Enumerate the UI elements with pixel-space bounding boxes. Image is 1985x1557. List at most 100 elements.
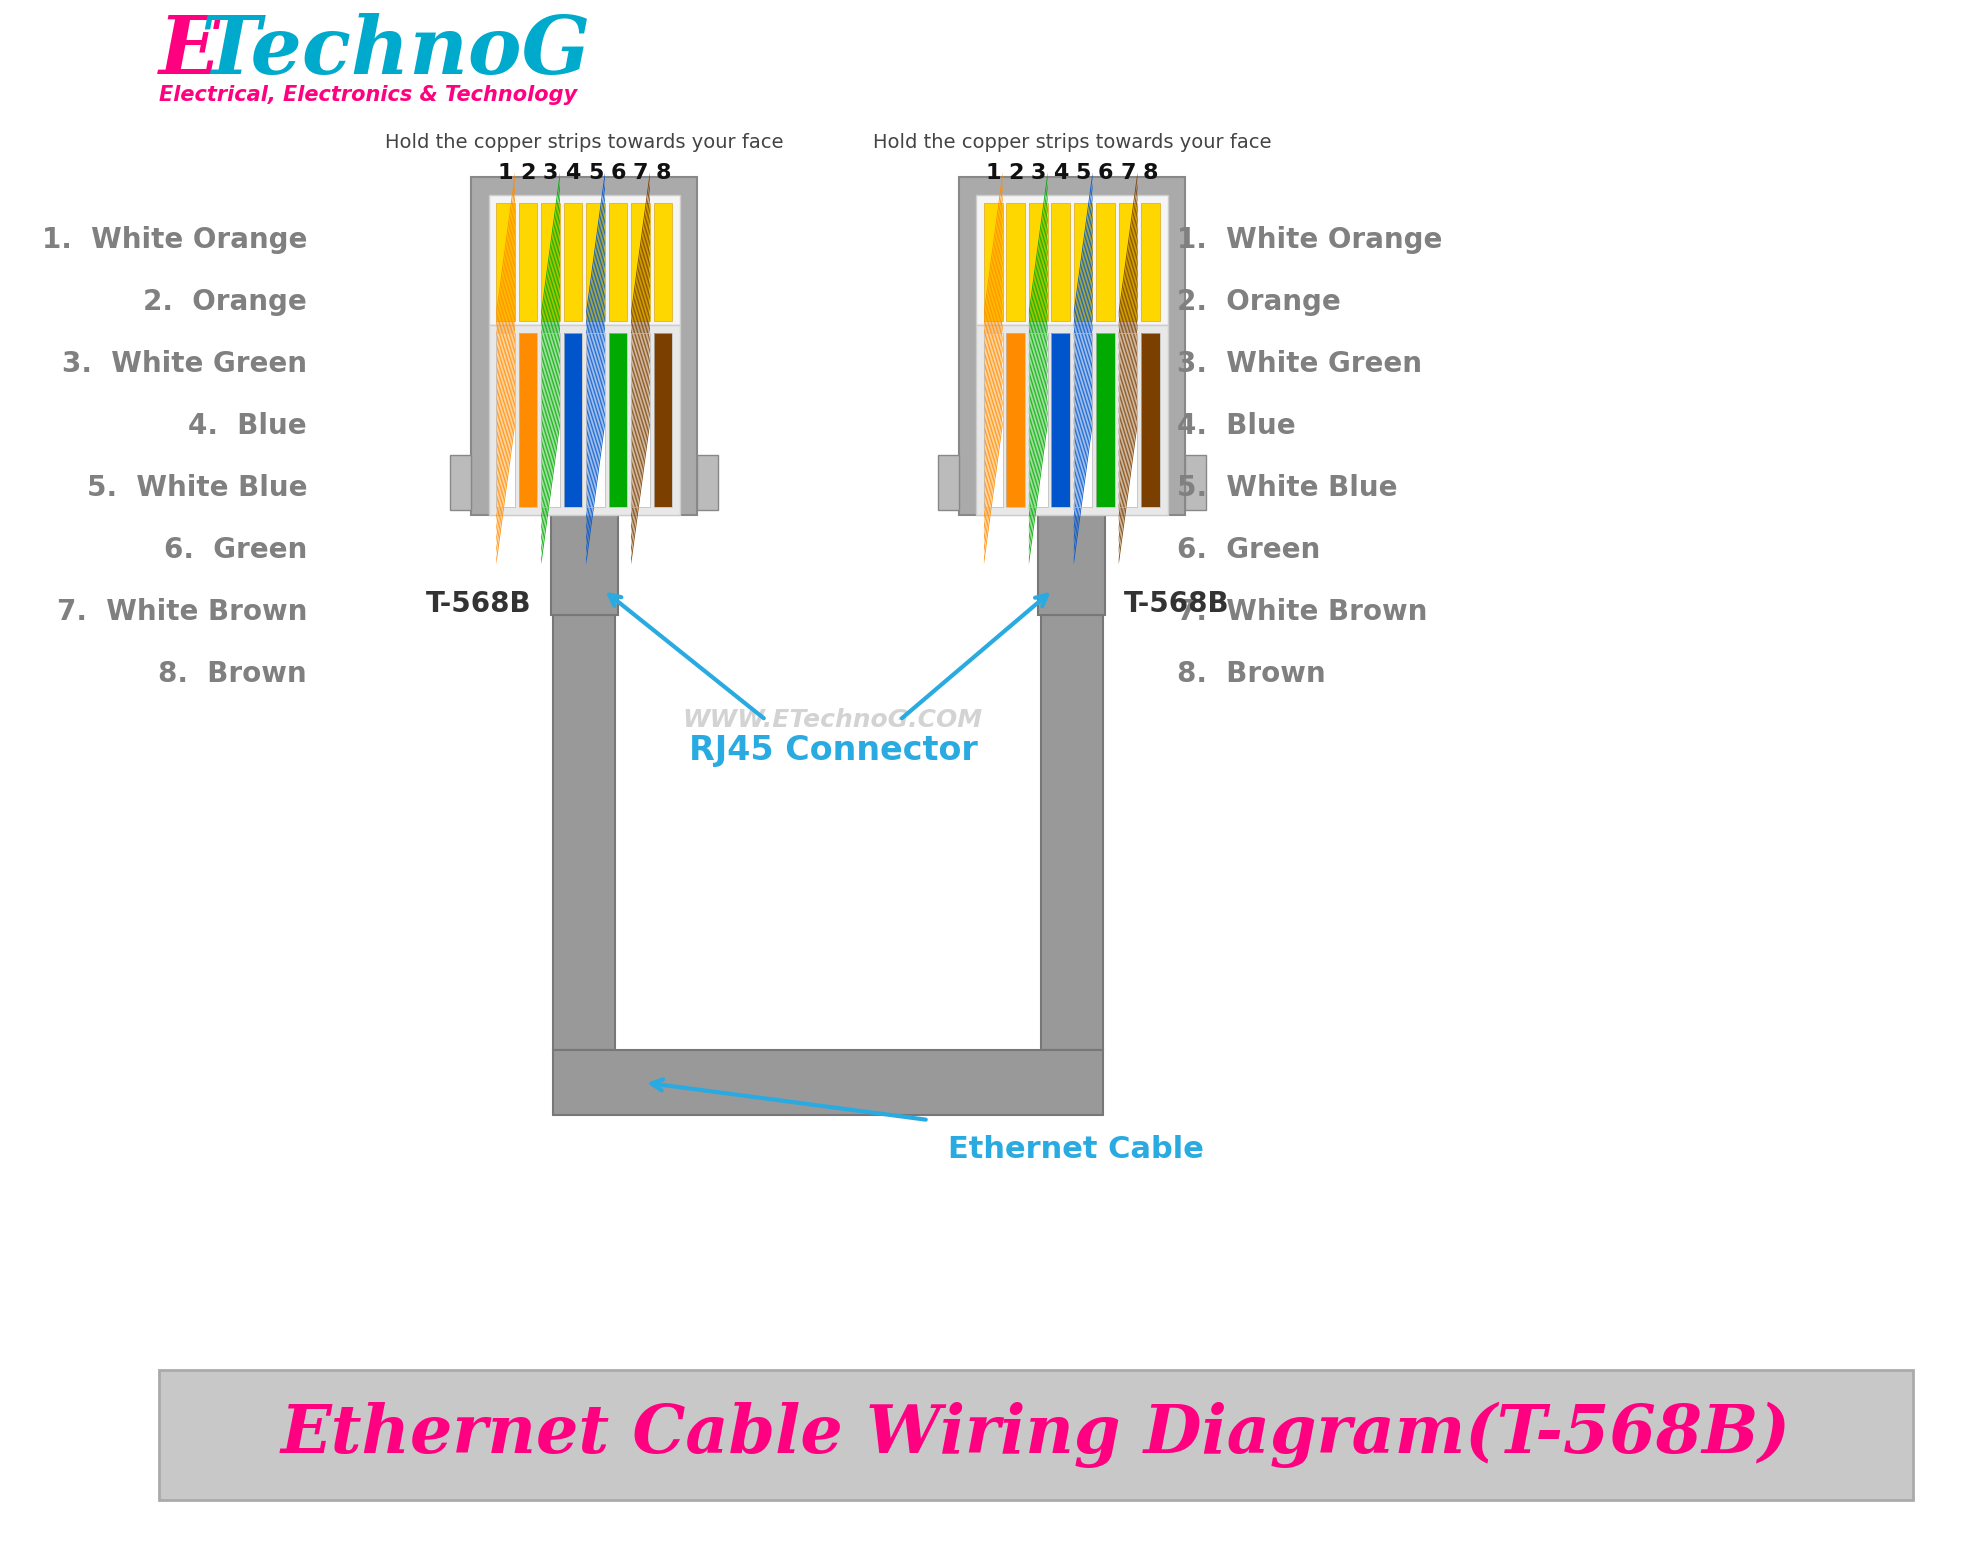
Polygon shape: [1028, 248, 1048, 392]
Polygon shape: [496, 193, 514, 339]
Bar: [1141, 333, 1159, 508]
Text: 7.  White Brown: 7. White Brown: [1177, 598, 1427, 626]
Bar: [1028, 333, 1048, 508]
Polygon shape: [586, 377, 605, 522]
Polygon shape: [631, 322, 649, 469]
Bar: [653, 202, 673, 321]
Bar: [554, 1049, 1104, 1115]
Polygon shape: [985, 322, 1002, 469]
Bar: [1074, 202, 1092, 321]
Polygon shape: [985, 366, 1002, 511]
Bar: [631, 202, 649, 321]
Bar: [609, 333, 627, 508]
Polygon shape: [1120, 366, 1137, 511]
Polygon shape: [985, 355, 1002, 500]
Bar: [609, 202, 627, 321]
Bar: [518, 333, 538, 508]
Text: 2.  Orange: 2. Orange: [1177, 288, 1340, 316]
Bar: [1120, 333, 1137, 508]
Polygon shape: [586, 237, 605, 381]
Bar: [985, 202, 1002, 321]
Text: 1.  White Orange: 1. White Orange: [42, 226, 308, 254]
Polygon shape: [542, 269, 560, 414]
Bar: [542, 202, 560, 321]
Polygon shape: [1074, 237, 1092, 381]
Polygon shape: [542, 290, 560, 436]
Polygon shape: [586, 311, 605, 458]
Polygon shape: [542, 258, 560, 403]
Polygon shape: [542, 344, 560, 489]
Polygon shape: [1028, 386, 1048, 532]
Polygon shape: [496, 301, 514, 447]
Polygon shape: [1028, 290, 1048, 436]
Polygon shape: [631, 248, 649, 392]
Polygon shape: [1120, 344, 1137, 489]
Text: Electrical, Electronics & Technology: Electrical, Electronics & Technology: [159, 86, 578, 104]
Polygon shape: [985, 184, 1002, 329]
Polygon shape: [542, 204, 560, 350]
Polygon shape: [496, 248, 514, 392]
Polygon shape: [631, 311, 649, 458]
Polygon shape: [631, 408, 649, 554]
Bar: [1074, 333, 1092, 508]
Polygon shape: [1120, 258, 1137, 403]
Polygon shape: [631, 226, 649, 372]
Text: WWW.ETechnoG.COM: WWW.ETechnoG.COM: [683, 708, 983, 732]
Polygon shape: [1028, 377, 1048, 522]
Bar: [1120, 333, 1137, 508]
Polygon shape: [1074, 248, 1092, 392]
Polygon shape: [542, 248, 560, 392]
Polygon shape: [985, 408, 1002, 554]
Polygon shape: [586, 258, 605, 403]
Text: 4: 4: [1052, 163, 1068, 184]
Polygon shape: [1120, 333, 1137, 478]
Polygon shape: [1074, 311, 1092, 458]
Bar: [554, 615, 615, 1049]
Polygon shape: [631, 355, 649, 500]
Bar: [1052, 333, 1070, 508]
Text: 7: 7: [633, 163, 649, 184]
Bar: [586, 202, 605, 321]
Polygon shape: [1028, 311, 1048, 458]
Bar: [564, 202, 582, 321]
Text: 6: 6: [1098, 163, 1114, 184]
Polygon shape: [631, 333, 649, 478]
Polygon shape: [586, 366, 605, 511]
Polygon shape: [1120, 184, 1137, 329]
Polygon shape: [985, 173, 1002, 318]
Polygon shape: [631, 397, 649, 543]
Text: 5: 5: [588, 163, 603, 184]
Polygon shape: [631, 204, 649, 350]
Polygon shape: [542, 366, 560, 511]
Polygon shape: [1074, 258, 1092, 403]
Text: 1: 1: [498, 163, 514, 184]
Polygon shape: [1028, 344, 1048, 489]
Bar: [631, 333, 649, 508]
Polygon shape: [1074, 193, 1092, 339]
Bar: [552, 515, 617, 615]
Polygon shape: [1074, 408, 1092, 554]
Bar: [1028, 333, 1048, 508]
Polygon shape: [631, 258, 649, 403]
Polygon shape: [631, 290, 649, 436]
Polygon shape: [496, 269, 514, 414]
Polygon shape: [985, 193, 1002, 339]
Polygon shape: [1074, 386, 1092, 532]
Bar: [959, 177, 1185, 515]
Polygon shape: [1120, 173, 1137, 318]
Polygon shape: [586, 280, 605, 425]
Text: 4.  Blue: 4. Blue: [1177, 413, 1296, 441]
Polygon shape: [1028, 193, 1048, 339]
Bar: [1006, 202, 1024, 321]
Polygon shape: [1074, 204, 1092, 350]
Polygon shape: [496, 173, 514, 318]
Bar: [1038, 515, 1106, 615]
Polygon shape: [985, 386, 1002, 532]
Polygon shape: [542, 419, 560, 565]
Polygon shape: [1120, 311, 1137, 458]
Polygon shape: [542, 280, 560, 425]
Polygon shape: [985, 258, 1002, 403]
Bar: [496, 202, 514, 321]
Text: 8: 8: [1143, 163, 1159, 184]
Polygon shape: [1028, 215, 1048, 361]
